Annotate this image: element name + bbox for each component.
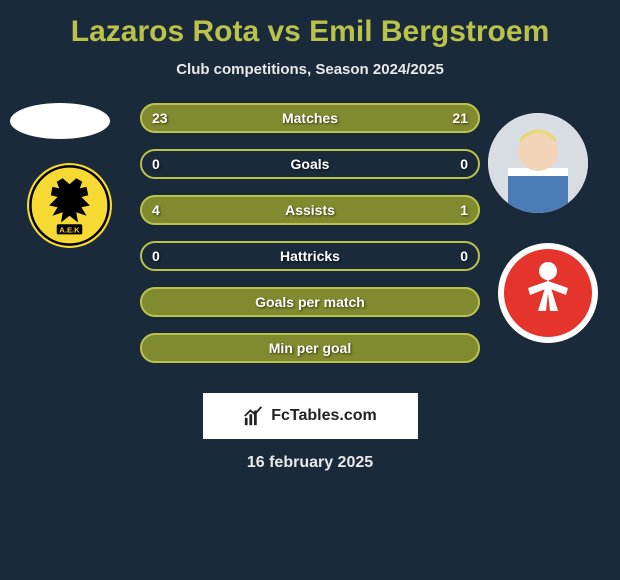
club-badge-right bbox=[498, 243, 598, 343]
stat-value-left: 0 bbox=[152, 248, 160, 264]
stat-value-right: 0 bbox=[460, 156, 468, 172]
player-photo-icon bbox=[488, 113, 588, 213]
stat-value-left: 0 bbox=[152, 156, 160, 172]
watermark: FcTables.com bbox=[203, 393, 418, 439]
stat-label: Goals bbox=[291, 156, 330, 172]
stats-chart: A.E.K bbox=[0, 103, 620, 383]
stat-label: Goals per match bbox=[255, 294, 365, 310]
player-left-avatar bbox=[10, 103, 110, 139]
subtitle: Club competitions, Season 2024/2025 bbox=[176, 61, 444, 78]
almere-crest-icon bbox=[498, 243, 598, 343]
watermark-text: FcTables.com bbox=[271, 407, 377, 425]
stat-row-hattricks: 0 Hattricks 0 bbox=[140, 241, 480, 271]
stat-row-matches: 23 Matches 21 bbox=[140, 103, 480, 133]
stat-row-min-per-goal: Min per goal bbox=[140, 333, 480, 363]
date-label: 16 february 2025 bbox=[247, 454, 373, 472]
stat-label: Matches bbox=[282, 110, 338, 126]
stat-value-left: 23 bbox=[152, 110, 168, 126]
stat-row-assists: 4 Assists 1 bbox=[140, 195, 480, 225]
club-badge-left: A.E.K bbox=[27, 163, 112, 248]
chart-icon bbox=[243, 405, 265, 427]
stat-value-right: 0 bbox=[460, 248, 468, 264]
stat-value-right: 1 bbox=[460, 202, 468, 218]
stat-value-right: 21 bbox=[452, 110, 468, 126]
stat-label: Min per goal bbox=[269, 340, 351, 356]
aek-crest-icon: A.E.K bbox=[27, 163, 112, 248]
comparison-card: Lazaros Rota vs Emil Bergstroem Club com… bbox=[0, 0, 620, 580]
svg-text:A.E.K: A.E.K bbox=[59, 226, 80, 235]
stat-row-goals: 0 Goals 0 bbox=[140, 149, 480, 179]
page-title: Lazaros Rota vs Emil Bergstroem bbox=[71, 15, 550, 49]
stat-value-left: 4 bbox=[152, 202, 160, 218]
stat-label: Hattricks bbox=[280, 248, 340, 264]
stat-label: Assists bbox=[285, 202, 335, 218]
player-right-avatar bbox=[488, 113, 588, 213]
stat-row-goals-per-match: Goals per match bbox=[140, 287, 480, 317]
